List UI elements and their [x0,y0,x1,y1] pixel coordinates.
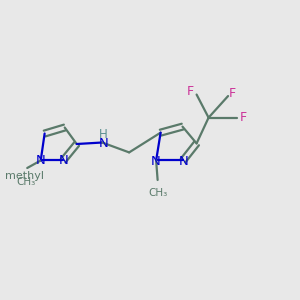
Text: N: N [36,154,46,167]
Text: CH₃: CH₃ [148,188,167,198]
Text: N: N [99,136,109,150]
Text: CH₃: CH₃ [16,177,35,187]
Text: methyl: methyl [5,171,44,182]
Text: N: N [179,154,189,168]
Text: N: N [58,154,68,167]
Text: F: F [240,111,247,124]
Text: F: F [187,85,194,98]
Text: H: H [99,128,108,141]
Text: F: F [229,87,236,100]
Text: N: N [151,154,160,168]
